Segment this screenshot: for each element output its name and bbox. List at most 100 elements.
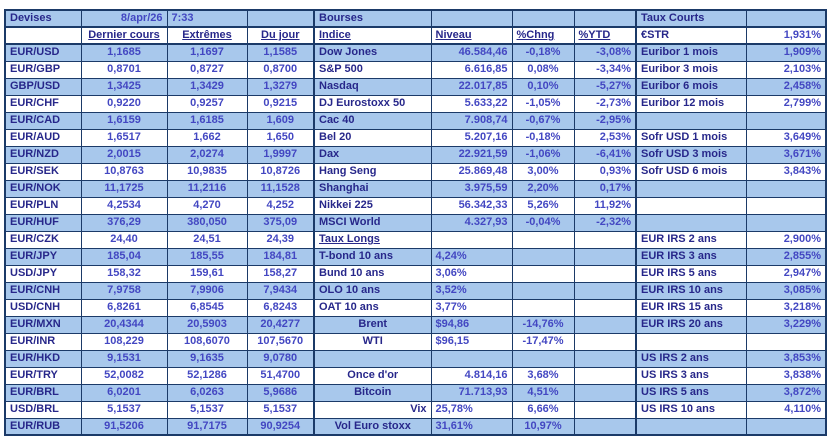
col-header-du-jour: Du jour <box>246 26 315 45</box>
index-niveau: 31,61% <box>430 417 513 436</box>
fx-extremes: 1,1697 <box>166 43 248 62</box>
index-name: Taux Longs <box>313 230 432 249</box>
index-ytd: -2,95% <box>573 111 637 130</box>
fx-last: 11,1725 <box>80 179 168 198</box>
fx-du-jour: 90,9254 <box>246 417 315 436</box>
empty-cell <box>4 26 82 45</box>
index-name: WTI <box>313 332 432 351</box>
index-ytd: -2,32% <box>573 213 637 232</box>
index-niveau <box>430 349 513 368</box>
fx-du-jour: 1,650 <box>246 128 315 147</box>
rate-name: US IRS 3 ans <box>635 366 747 385</box>
fx-pair: USD/JPY <box>4 264 82 283</box>
fx-pair: EUR/GBP <box>4 60 82 79</box>
index-niveau: 6.616,85 <box>430 60 513 79</box>
rate-value: 3,838% <box>745 366 827 385</box>
market-data-table: Devises 8/apr/26 7:33 Bourses Taux Courts Der… <box>4 9 827 436</box>
index-name: DJ Eurostoxx 50 <box>313 94 432 113</box>
index-ytd <box>573 349 637 368</box>
rate-value: 2,855% <box>745 247 827 266</box>
fx-pair: EUR/NZD <box>4 145 82 164</box>
fx-pair: EUR/PLN <box>4 196 82 215</box>
fx-last: 376,29 <box>80 213 168 232</box>
rate-name <box>635 213 747 232</box>
empty-cell <box>430 9 513 28</box>
fx-extremes: 6,8545 <box>166 298 248 317</box>
rate-value: 3,853% <box>745 349 827 368</box>
fx-last: 52,0082 <box>80 366 168 385</box>
rate-name: EUR IRS 2 ans <box>635 230 747 249</box>
fx-pair: GBP/USD <box>4 77 82 96</box>
rate-value <box>745 111 827 130</box>
index-chng: 3,68% <box>511 366 575 385</box>
index-name: Vol Euro stoxx <box>313 417 432 436</box>
fx-last: 1,3425 <box>80 77 168 96</box>
taux-courts-title: Taux Courts <box>635 9 747 28</box>
col-header-chng: %Chng <box>511 26 575 45</box>
index-chng: -17,47% <box>511 332 575 351</box>
index-niveau: 46.584,46 <box>430 43 513 62</box>
fx-extremes: 159,61 <box>166 264 248 283</box>
index-niveau: 5.207,16 <box>430 128 513 147</box>
fx-last: 185,04 <box>80 247 168 266</box>
index-chng: 5,26% <box>511 196 575 215</box>
rate-value: 3,229% <box>745 315 827 334</box>
index-ytd: -3,08% <box>573 43 637 62</box>
fx-du-jour: 1,3279 <box>246 77 315 96</box>
col-header-dernier-cours: Dernier cours <box>80 26 168 45</box>
fx-du-jour: 5,9686 <box>246 383 315 402</box>
rate-value: 3,218% <box>745 298 827 317</box>
index-chng: 10,97% <box>511 417 575 436</box>
fx-last: 108,229 <box>80 332 168 351</box>
fx-du-jour: 11,1528 <box>246 179 315 198</box>
rate-name: Euribor 3 mois <box>635 60 747 79</box>
fx-du-jour: 9,0780 <box>246 349 315 368</box>
index-chng: -0,04% <box>511 213 575 232</box>
index-ytd <box>573 400 637 419</box>
rate-name <box>635 179 747 198</box>
index-name: Brent <box>313 315 432 334</box>
col-header-niveau: Niveau <box>430 26 513 45</box>
fx-last: 6,8261 <box>80 298 168 317</box>
index-niveau: 22.017,85 <box>430 77 513 96</box>
index-name: Bel 20 <box>313 128 432 147</box>
fx-extremes: 4,270 <box>166 196 248 215</box>
rate-value: 2,947% <box>745 264 827 283</box>
fx-last: 2,0015 <box>80 145 168 164</box>
fx-last: 5,1537 <box>80 400 168 419</box>
index-name: Bund 10 ans <box>313 264 432 283</box>
index-niveau: 25.869,48 <box>430 162 513 181</box>
index-ytd: -6,41% <box>573 145 637 164</box>
index-ytd <box>573 417 637 436</box>
rate-name: US IRS 2 ans <box>635 349 747 368</box>
rate-name: EUR IRS 10 ans <box>635 281 747 300</box>
rate-value: 3,671% <box>745 145 827 164</box>
fx-extremes: 5,1537 <box>166 400 248 419</box>
index-niveau: 3.975,59 <box>430 179 513 198</box>
fx-extremes: 2,0274 <box>166 145 248 164</box>
fx-pair: EUR/SEK <box>4 162 82 181</box>
col-header-extremes: Extrêmes <box>166 26 248 45</box>
rate-value <box>745 417 827 436</box>
fx-extremes: 1,3429 <box>166 77 248 96</box>
rate-value: 3,085% <box>745 281 827 300</box>
rate-name: EUR IRS 3 ans <box>635 247 747 266</box>
index-chng <box>511 230 575 249</box>
fx-du-jour: 24,39 <box>246 230 315 249</box>
index-name: Nasdaq <box>313 77 432 96</box>
fx-extremes: 1,662 <box>166 128 248 147</box>
index-name: Shanghai <box>313 179 432 198</box>
time-value: 7:33 <box>166 9 248 28</box>
empty-cell <box>246 9 315 28</box>
index-niveau: 3,52% <box>430 281 513 300</box>
index-niveau <box>430 230 513 249</box>
index-ytd: 2,53% <box>573 128 637 147</box>
fx-pair: EUR/CNH <box>4 281 82 300</box>
rate-name <box>635 111 747 130</box>
fx-extremes: 108,6070 <box>166 332 248 351</box>
fx-du-jour: 51,4700 <box>246 366 315 385</box>
index-chng <box>511 298 575 317</box>
fx-du-jour: 5,1537 <box>246 400 315 419</box>
index-ytd <box>573 298 637 317</box>
